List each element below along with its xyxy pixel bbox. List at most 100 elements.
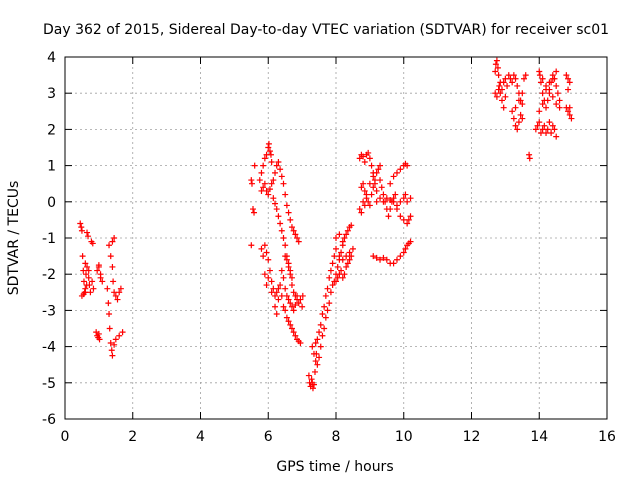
- data-point: [496, 82, 503, 89]
- x-tick-label: 8: [332, 429, 341, 445]
- data-point: [85, 233, 92, 240]
- data-point: [260, 162, 267, 169]
- data-point: [111, 235, 118, 241]
- data-point: [512, 104, 519, 111]
- data-point: [327, 289, 334, 296]
- x-tick-label: 4: [196, 429, 205, 445]
- data-point: [333, 245, 339, 252]
- data-point: [87, 289, 94, 296]
- y-tick-label: -2: [42, 267, 56, 283]
- data-point: [537, 79, 544, 86]
- data-point: [105, 300, 112, 307]
- data-point: [336, 271, 343, 278]
- data-point: [312, 339, 319, 346]
- data-point: [258, 187, 265, 194]
- data-point: [497, 79, 504, 86]
- data-point: [565, 86, 572, 93]
- data-point: [368, 191, 375, 198]
- data-point: [377, 256, 384, 263]
- data-point: [288, 274, 295, 281]
- data-point: [278, 173, 285, 180]
- data-point: [519, 90, 526, 97]
- data-point: [349, 245, 356, 252]
- data-point: [324, 307, 331, 314]
- y-tick-label: -5: [42, 376, 56, 392]
- data-point: [282, 307, 289, 314]
- x-tick-label: 2: [128, 429, 137, 445]
- data-point: [539, 101, 546, 108]
- data-point: [111, 289, 118, 296]
- data-point: [80, 278, 87, 285]
- data-point: [373, 187, 380, 194]
- data-point: [334, 274, 341, 281]
- data-point: [514, 126, 521, 133]
- data-point: [368, 162, 375, 169]
- x-tick-label: 6: [264, 429, 273, 445]
- data-point: [566, 104, 573, 111]
- data-point: [314, 361, 321, 368]
- data-point: [495, 86, 502, 93]
- data-point: [295, 300, 302, 307]
- data-point: [400, 216, 407, 223]
- data-point: [305, 372, 312, 379]
- data-point: [407, 213, 414, 220]
- data-point: [514, 82, 521, 89]
- data-point: [290, 227, 297, 234]
- data-point: [385, 213, 392, 220]
- data-point: [308, 376, 315, 383]
- data-point: [89, 278, 96, 285]
- data-point: [333, 278, 339, 285]
- data-point: [309, 385, 316, 392]
- data-point: [319, 311, 326, 318]
- data-point: [539, 126, 546, 133]
- data-point: [116, 289, 123, 296]
- data-point: [505, 72, 512, 79]
- y-tick-label: 0: [47, 195, 56, 211]
- data-point: [268, 278, 275, 285]
- data-point: [319, 332, 326, 339]
- data-point: [294, 235, 301, 241]
- data-point: [282, 253, 289, 260]
- data-point: [261, 271, 268, 278]
- data-point: [273, 311, 280, 318]
- data-point: [277, 220, 284, 227]
- data-point: [404, 162, 411, 169]
- data-point: [515, 97, 522, 104]
- data-point: [287, 267, 294, 274]
- data-point: [544, 97, 551, 104]
- data-point: [285, 260, 292, 267]
- data-point: [270, 195, 277, 202]
- data-point: [343, 253, 350, 260]
- data-point: [339, 238, 346, 245]
- data-point: [380, 254, 387, 261]
- data-point: [336, 253, 343, 260]
- x-tick-label: 14: [530, 429, 548, 445]
- data-point: [551, 126, 558, 133]
- data-point: [404, 198, 411, 205]
- y-tick-label: 4: [47, 50, 56, 66]
- data-point: [95, 330, 102, 337]
- data-point: [517, 111, 524, 118]
- data-point: [356, 206, 363, 213]
- data-point: [405, 216, 412, 223]
- data-point: [537, 130, 544, 137]
- data-point: [278, 292, 285, 299]
- data-point: [553, 68, 560, 75]
- data-point: [397, 198, 404, 205]
- data-point: [378, 184, 385, 191]
- data-point: [373, 254, 380, 261]
- data-point: [397, 166, 404, 173]
- data-point: [390, 198, 397, 205]
- data-point: [266, 148, 273, 155]
- data-point: [251, 162, 258, 169]
- chart-title: Day 362 of 2015, Sidereal Day-to-day VTE…: [43, 22, 609, 38]
- data-point: [112, 336, 119, 343]
- data-point: [380, 198, 387, 205]
- data-point: [275, 158, 282, 165]
- data-point: [273, 162, 280, 169]
- data-point: [287, 300, 294, 307]
- data-point: [96, 336, 103, 343]
- data-point: [565, 75, 572, 82]
- data-point: [504, 82, 511, 89]
